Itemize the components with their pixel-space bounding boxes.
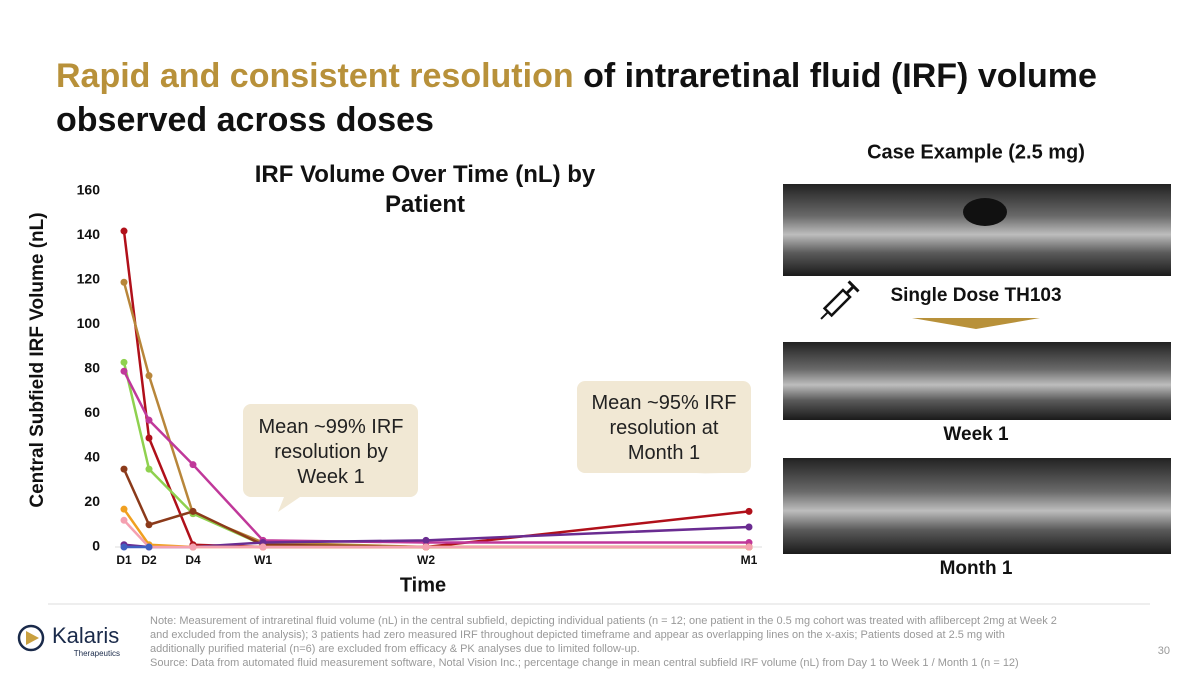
- y-tick-label: 140: [77, 226, 101, 242]
- week-label: Week 1: [943, 424, 1009, 445]
- data-point: [120, 278, 128, 286]
- x-tick-label: M1: [741, 553, 758, 567]
- page-number: 30: [1158, 645, 1170, 657]
- syringe-icon: [820, 280, 860, 320]
- callout-text: Mean ~95% IRF resolution at Month 1: [591, 392, 737, 464]
- data-point: [422, 536, 430, 544]
- x-tick-label: W1: [254, 553, 272, 567]
- case-title: Case Example (2.5 mg): [867, 141, 1085, 163]
- data-point: [120, 543, 128, 551]
- y-tick-label: 0: [92, 538, 100, 554]
- title-rest: of intraretinal fluid (IRF) volume obser…: [56, 57, 1097, 139]
- data-point: [120, 358, 128, 366]
- data-point: [120, 505, 128, 513]
- oct-image-month1: [783, 458, 1171, 554]
- data-point: [189, 461, 197, 469]
- slide-title: Rapid and consistent resolution of intra…: [56, 54, 1116, 142]
- data-point: [745, 523, 753, 531]
- data-point: [422, 543, 430, 551]
- logo-mark: [17, 624, 45, 652]
- logo-text: Kalaris: [52, 623, 119, 648]
- y-tick-label: 100: [77, 315, 101, 331]
- series-line: [122, 468, 749, 549]
- arrow-down: [912, 318, 1040, 329]
- data-point: [745, 507, 753, 515]
- y-tick-label: 160: [77, 182, 101, 198]
- series-line: [122, 370, 749, 544]
- x-tick-label: D4: [185, 553, 201, 567]
- y-tick-label: 60: [84, 404, 100, 420]
- y-tick-label: 120: [77, 271, 101, 287]
- title-highlight: Rapid and consistent resolution: [56, 57, 574, 95]
- x-tick-label: D2: [141, 553, 157, 567]
- data-point: [120, 227, 128, 235]
- y-tick-label: 80: [84, 360, 100, 376]
- footnote-note: Note: Measurement of intraretinal fluid …: [150, 615, 1057, 655]
- x-tick-label: W2: [417, 553, 435, 567]
- data-point: [120, 465, 128, 473]
- oct-image-baseline: [783, 184, 1171, 276]
- y-tick-label: 40: [84, 449, 100, 465]
- data-point: [145, 416, 153, 424]
- footnote: Note: Measurement of intraretinal fluid …: [150, 614, 1060, 670]
- callout-box: [243, 404, 418, 512]
- logo-subtext: Therapeutics: [74, 649, 120, 658]
- y-tick-label: 20: [84, 493, 100, 509]
- data-point: [145, 543, 153, 551]
- data-point: [259, 543, 267, 551]
- plot-area: 0 20 40 60 80 100 120 140 160 D1 D2 D4 W1 W2 M1: [77, 182, 758, 567]
- data-point: [145, 434, 153, 442]
- data-point: [189, 507, 197, 515]
- chart-title: IRF Volume Over Time (nL) by Patient: [254, 161, 596, 218]
- footnote-source: Source: Data from automated fluid measur…: [150, 657, 1019, 669]
- callout-text: Mean ~99% IRF resolution by Week 1: [258, 416, 404, 488]
- month-label: Month 1: [940, 558, 1013, 579]
- data-point: [145, 372, 153, 380]
- data-point: [120, 516, 128, 524]
- oct-fluid-pocket: [963, 198, 1007, 226]
- x-axis-label: Time: [400, 574, 446, 596]
- dose-label: Single Dose TH103: [890, 285, 1061, 306]
- callout-box: [577, 381, 751, 474]
- y-axis-label: Central Subfield IRF Volume (nL): [27, 212, 48, 507]
- data-point: [145, 465, 153, 473]
- series-line: [123, 519, 749, 549]
- data-point: [189, 543, 197, 551]
- series-line: [123, 525, 750, 549]
- data-point: [145, 521, 153, 529]
- x-tick-label: D1: [116, 553, 132, 567]
- data-point: [745, 543, 753, 551]
- oct-image-week1: [783, 342, 1171, 420]
- data-point: [120, 367, 128, 375]
